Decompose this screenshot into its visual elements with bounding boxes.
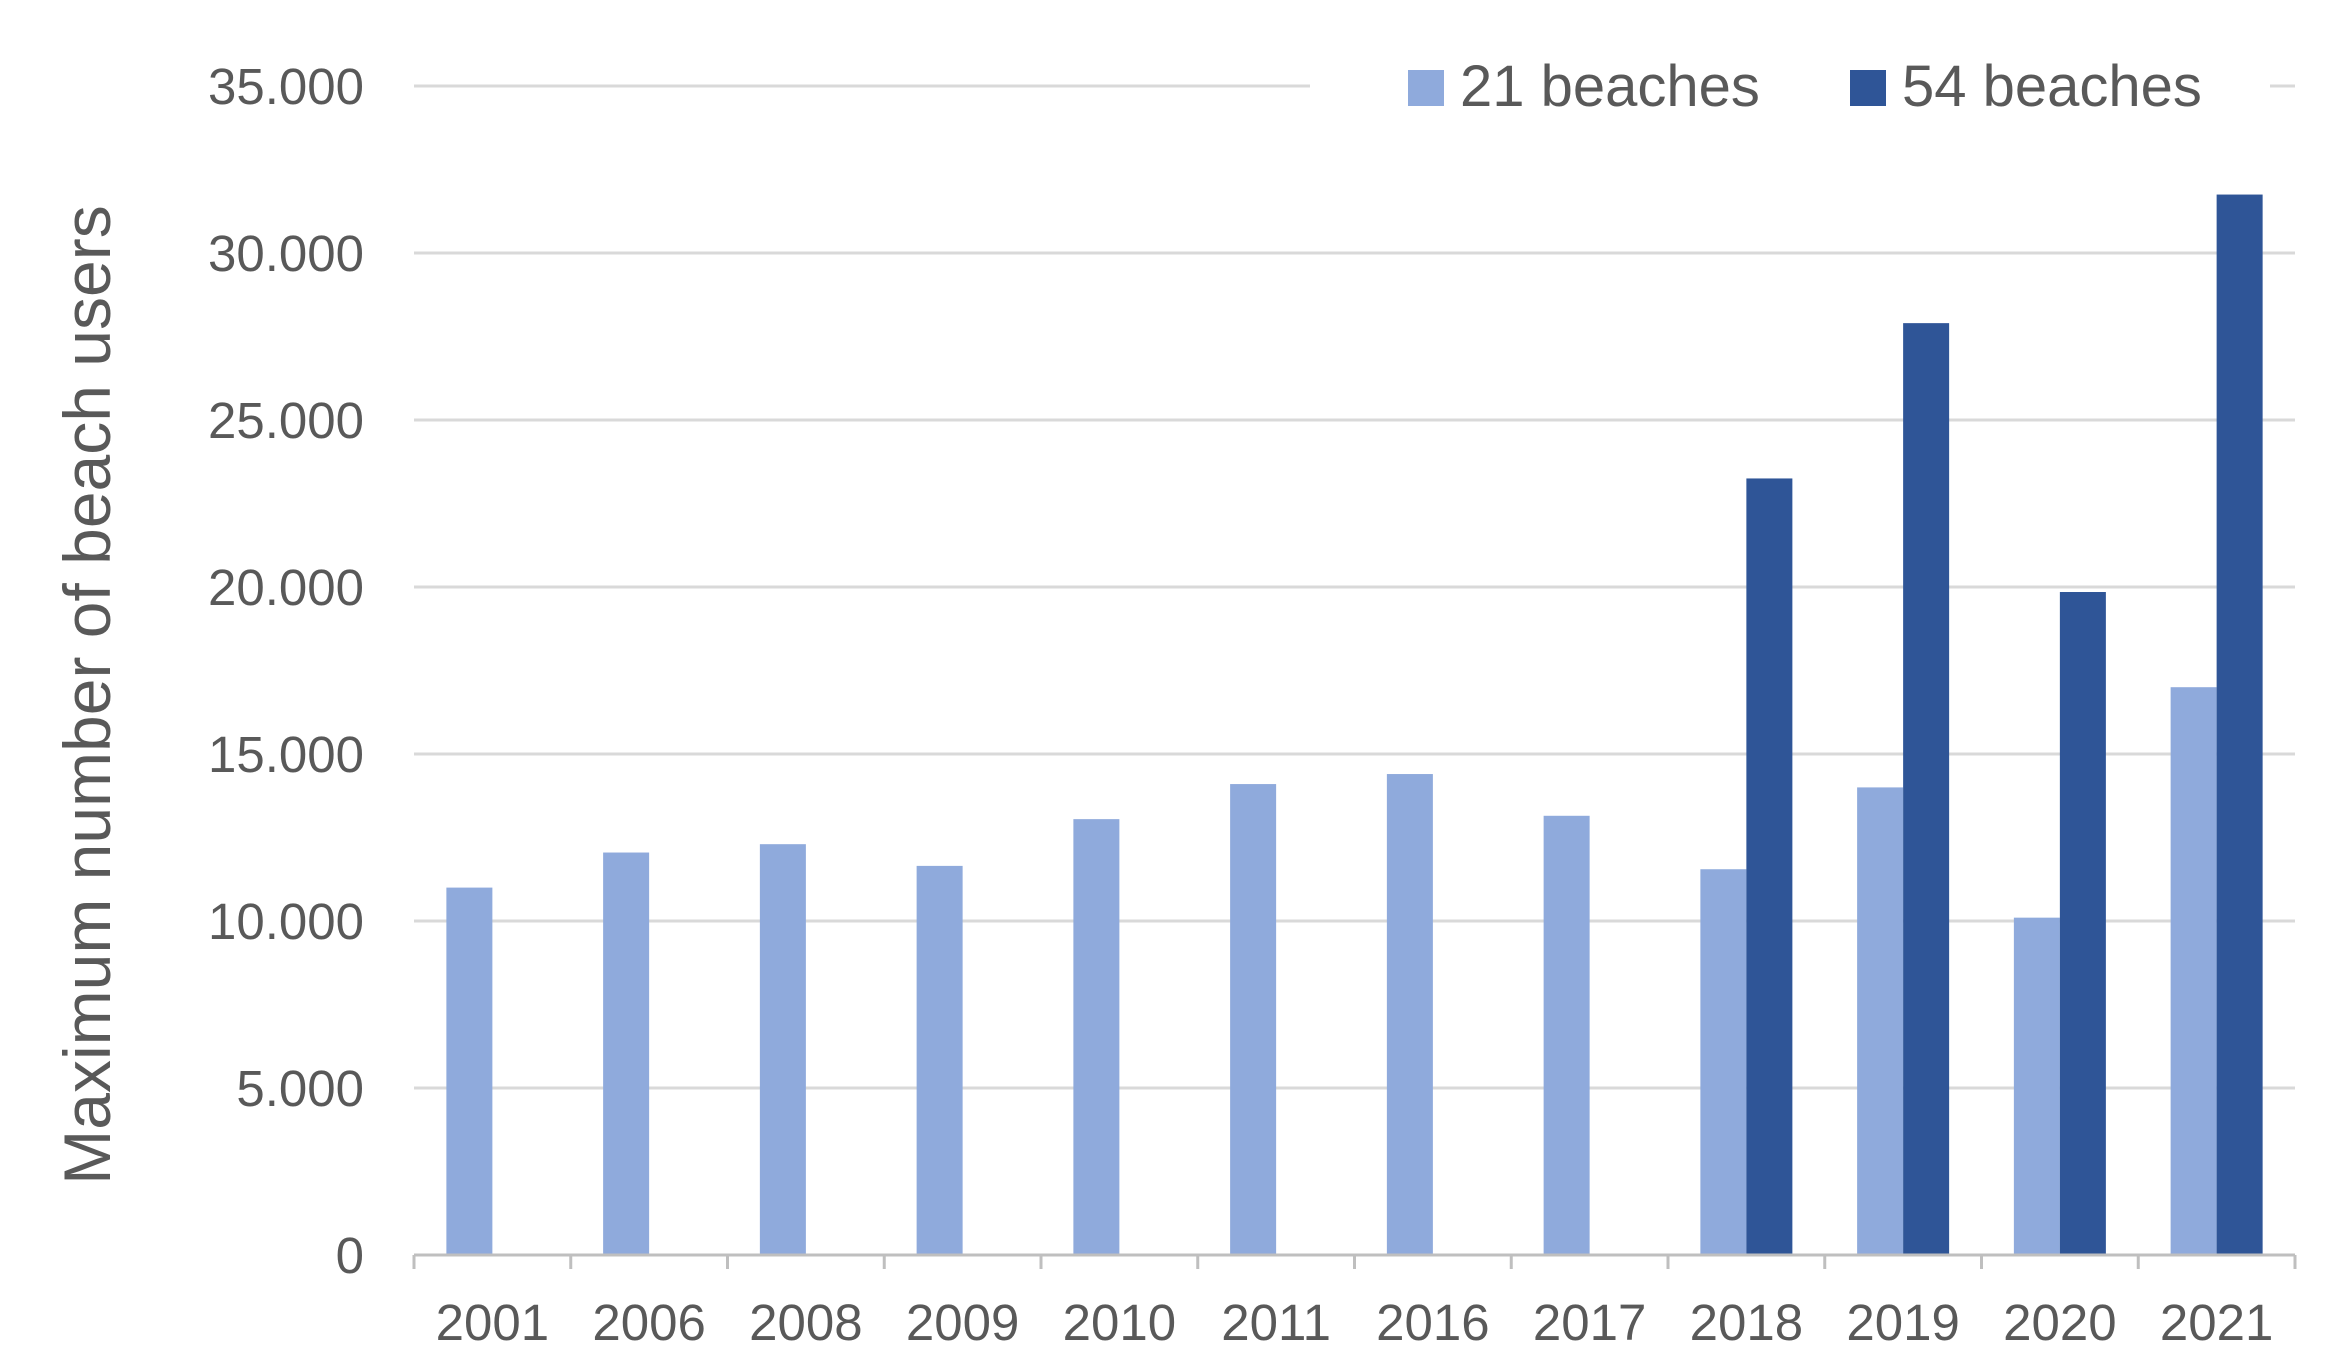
bar-series-1-2008 (759, 844, 806, 1255)
bar-series-1-2006 (603, 852, 650, 1255)
x-tick-label: 2009 (906, 1294, 1019, 1351)
x-tick-label: 2006 (592, 1294, 705, 1351)
x-tick-label: 2018 (1690, 1294, 1803, 1351)
bar-series-2-2019 (1903, 323, 1950, 1255)
legend-label: 54 beaches (1902, 54, 2202, 119)
y-tick-label: 35.000 (208, 58, 364, 115)
x-tick-labels: 2001 2006 2008 2009 2010 2011 2016 2017 2018 2019… (436, 1294, 2274, 1351)
y-tick-label: 0 (336, 1227, 364, 1284)
legend-background (1310, 52, 2270, 124)
bar-series-1-2020 (2013, 917, 2060, 1255)
x-tick-label: 2020 (2003, 1294, 2116, 1351)
legend: 21 beaches 54 beaches (1310, 52, 2270, 124)
x-tick-label: 2011 (1221, 1294, 1331, 1351)
bar-series-1-2018 (1700, 869, 1747, 1255)
bar-series-2-2018 (1746, 478, 1793, 1255)
bar-series-1-2011 (1230, 784, 1277, 1255)
y-axis-label: Maximum number of beach users (50, 205, 124, 1184)
gridlines (414, 84, 2295, 1090)
y-tick-label: 15.000 (208, 726, 364, 783)
bar-series-1-2016 (1386, 774, 1433, 1255)
bar-series-1-2001 (446, 887, 493, 1255)
y-tick-label: 5.000 (236, 1060, 364, 1117)
bar-series-1-2021 (2170, 687, 2217, 1255)
legend-label: 21 beaches (1460, 54, 1760, 119)
legend-swatch (1408, 70, 1444, 106)
y-tick-labels: 0 5.000 10.000 15.000 20.000 25.000 30.000 35.0… (208, 58, 364, 1284)
legend-swatch (1850, 70, 1886, 106)
x-tick-label: 2017 (1533, 1294, 1646, 1351)
bars (446, 194, 2263, 1255)
x-tick-label: 2008 (749, 1294, 862, 1351)
bar-series-1-2019 (1857, 787, 1904, 1255)
x-axis (412, 1253, 2297, 1269)
x-tick-label: 2010 (1063, 1294, 1176, 1351)
bar-series-1-2010 (1073, 819, 1120, 1255)
y-tick-label: 25.000 (208, 392, 364, 449)
x-tick-label: 2001 (436, 1294, 549, 1351)
bar-series-1-2017 (1543, 815, 1590, 1255)
y-tick-label: 20.000 (208, 559, 364, 616)
x-tick-label: 2021 (2160, 1294, 2273, 1351)
bar-series-2-2020 (2059, 592, 2106, 1255)
bar-series-1-2009 (916, 865, 963, 1255)
y-tick-label: 10.000 (208, 893, 364, 950)
y-tick-label: 30.000 (208, 225, 364, 282)
bar-series-2-2021 (2216, 194, 2263, 1255)
x-tick-label: 2019 (1846, 1294, 1959, 1351)
x-tick-label: 2016 (1376, 1294, 1489, 1351)
